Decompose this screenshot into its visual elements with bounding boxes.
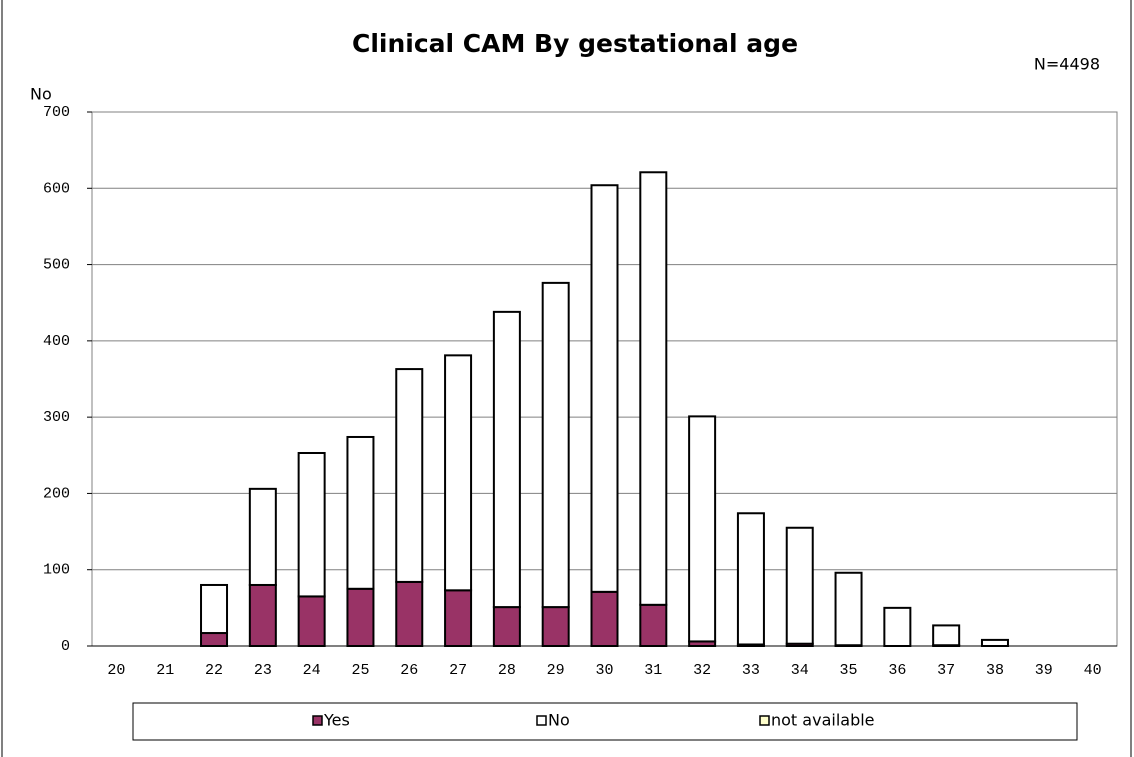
x-tick-label: 37 [937,662,955,679]
bar-segment [248,487,277,586]
bar-segment [346,435,375,590]
bar-segment [785,526,814,645]
x-tick-label: 40 [1084,662,1102,679]
bar-segment [444,354,473,592]
x-tick-label: 31 [644,662,662,679]
y-tick-label: 100 [43,562,70,579]
x-tick-label: 39 [1035,662,1053,679]
x-tick-label: 33 [742,662,760,679]
bar-segment [736,512,765,646]
bar-segment [541,281,570,609]
legend-swatch [312,715,323,726]
bar-segment [639,171,668,606]
bar-segment [980,638,1009,648]
legend-label: not available [771,711,875,730]
x-tick-label: 32 [693,662,711,679]
y-tick-label: 400 [43,333,70,350]
bar-segment [834,571,863,647]
bar-segment [883,606,912,647]
x-tick-label: 27 [449,662,467,679]
y-tick-label: 200 [43,485,70,502]
x-tick-label: 22 [205,662,223,679]
bar-segment [444,589,473,647]
chart-title: Clinical CAM By gestational age [352,29,798,58]
legend-swatch [759,715,770,726]
bar-segment [932,624,961,647]
x-tick-label: 25 [351,662,369,679]
bar-segment [297,595,326,648]
legend-label: No [548,711,570,730]
bar-segment [395,368,424,583]
y-tick-label: 300 [43,409,70,426]
x-tick-label: 38 [986,662,1004,679]
x-tick-label: 35 [840,662,858,679]
annotation: N=4498 [1034,55,1100,74]
y-tick-label: 700 [43,104,70,121]
x-tick-label: 21 [156,662,174,679]
x-tick-label: 20 [107,662,125,679]
bar-segment [541,606,570,648]
x-tick-label: 29 [547,662,565,679]
bar-segment [200,583,229,635]
legend [132,702,1078,741]
bar-segment [346,587,375,647]
y-tick-label: 600 [43,180,70,197]
bar-segment [639,603,668,648]
bar-segment [492,310,521,609]
x-tick-label: 30 [595,662,613,679]
bar-segment [688,415,717,643]
x-tick-label: 36 [888,662,906,679]
y-tick-label: 500 [43,257,70,274]
legend-label: Yes [323,711,350,730]
y-tick-label: 0 [61,638,70,655]
x-tick-label: 34 [791,662,809,679]
bar-segment [200,632,229,648]
bar-segment [590,590,619,648]
legend-swatch [536,715,547,726]
x-tick-label: 28 [498,662,516,679]
x-tick-label: 24 [303,662,321,679]
x-tick-label: 26 [400,662,418,679]
y-axis-label: No [30,85,52,104]
bar-segment [590,184,619,593]
bar-segment [492,606,521,648]
bar-segment [395,580,424,647]
bar-segment [248,583,277,648]
bar-segment [297,451,326,598]
x-tick-label: 23 [254,662,272,679]
